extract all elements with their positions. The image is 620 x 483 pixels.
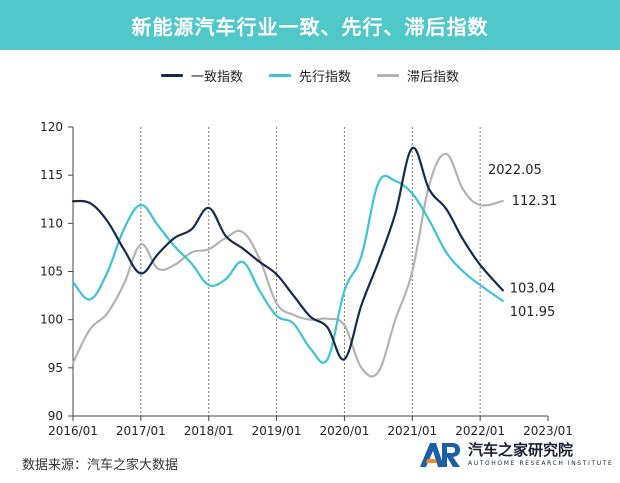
x-tick-label: 2016/01 (48, 424, 98, 438)
x-tick-label: 2022/01 (455, 424, 505, 438)
y-tick-label: 110 (40, 216, 63, 230)
legend-swatch-leading (268, 74, 291, 77)
x-tick-label: 2023/01 (523, 424, 573, 438)
y-tick-label: 90 (48, 409, 63, 423)
legend-label-coincident: 一致指数 (190, 70, 243, 85)
annotation-leading-value: 101.95 (510, 305, 556, 320)
x-tick-label: 2017/01 (116, 424, 166, 438)
x-tick-label: 2019/01 (252, 424, 302, 438)
y-tick-label: 115 (40, 168, 63, 182)
series-line-lagging (71, 152, 504, 378)
y-tick-label: 95 (48, 361, 63, 375)
y-tick-label: 120 (40, 120, 63, 134)
y-tick-label: 105 (40, 265, 63, 279)
annotation-lagging-value: 112.31 (512, 194, 558, 209)
x-tick-label: 2020/01 (319, 424, 369, 438)
legend-swatch-coincident (160, 74, 183, 77)
legend: 一致指数 先行指数 滞后指数 (0, 66, 620, 85)
legend-label-lagging: 滞后指数 (407, 70, 460, 85)
legend-item-leading: 先行指数 (268, 66, 351, 85)
annotation-coincident-value: 103.04 (510, 281, 556, 296)
annotation-date: 2022.05 (488, 163, 542, 178)
logo-name: 汽车之家研究院 (468, 441, 574, 459)
logo-subtitle: AUTOHOME RESEARCH INSTITUTE (468, 460, 614, 467)
logo: 汽车之家研究院 AUTOHOME RESEARCH INSTITUTE (418, 441, 613, 469)
x-tick-label: 2021/01 (387, 424, 437, 438)
legend-label-leading: 先行指数 (298, 70, 351, 85)
title-bar: 新能源汽车行业一致、先行、滞后指数 (0, 0, 620, 50)
series-line-coincident (71, 147, 504, 361)
data-source: 数据来源：汽车之家大数据 (22, 458, 179, 473)
legend-item-lagging: 滞后指数 (377, 66, 459, 85)
legend-swatch-lagging (377, 74, 399, 77)
chart-title: 新能源汽车行业一致、先行、滞后指数 (131, 14, 489, 39)
legend-item-coincident: 一致指数 (160, 66, 243, 85)
x-tick-label: 2018/01 (184, 424, 234, 438)
autohome-logo-icon (420, 443, 460, 467)
series-line-leading (71, 174, 504, 364)
y-tick-label: 100 (40, 313, 63, 327)
